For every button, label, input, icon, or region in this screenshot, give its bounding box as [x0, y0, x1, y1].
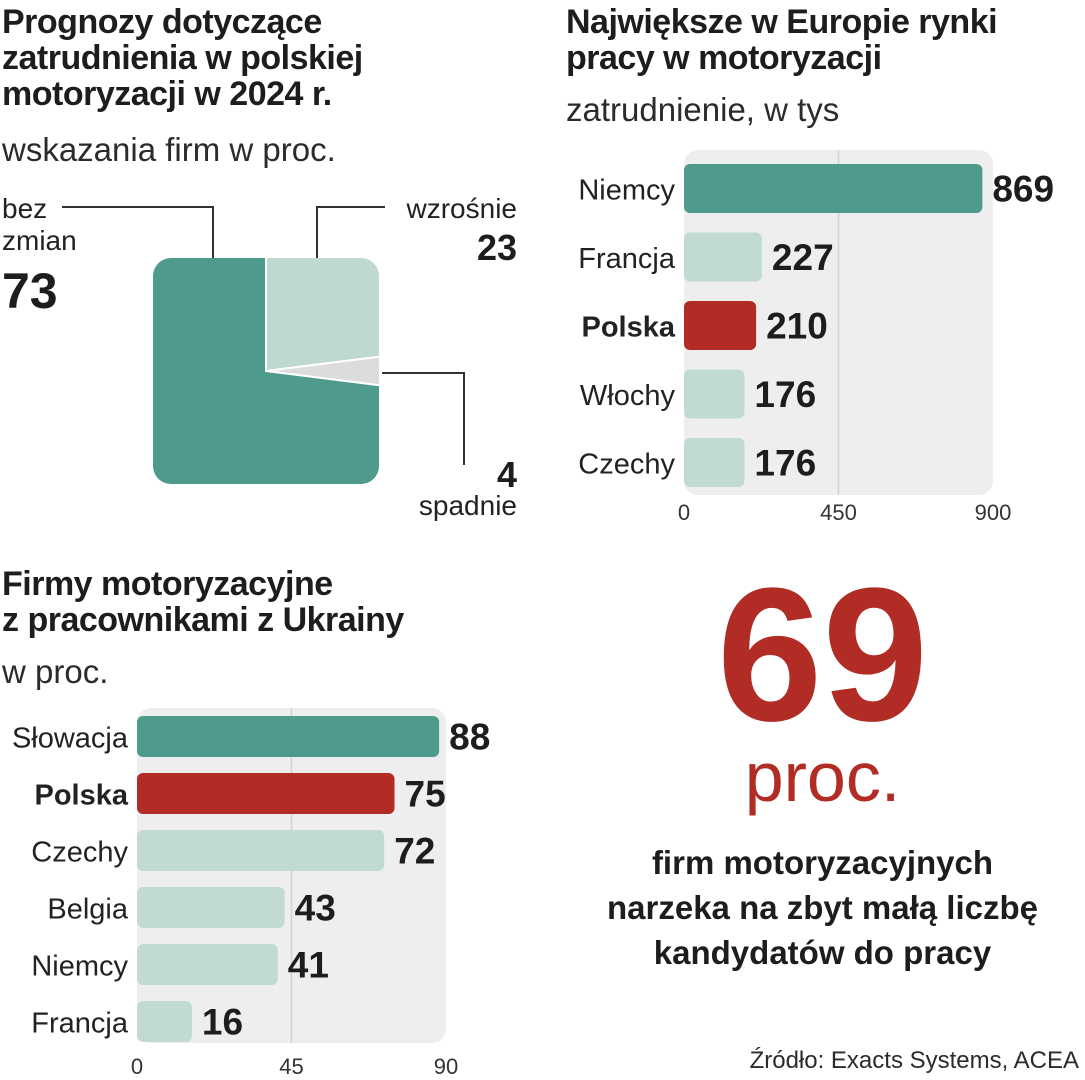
pie-slice-bez-zmian [153, 258, 379, 484]
pie-value-up: 23 [477, 227, 517, 268]
category-label: Belgia [47, 894, 128, 926]
chart3-title: Firmy motoryzacyjne z pracownikami z Ukr… [2, 566, 404, 638]
bar-Francja [684, 232, 762, 282]
chart2-title: Największe w Europie rynki pracy w motor… [566, 3, 998, 77]
highlight-block: 69 proc. [560, 560, 1085, 812]
category-label: Polska [35, 780, 129, 812]
highlight-desc-line-2: narzeka na zbyt małą liczbę [606, 889, 1038, 926]
highlight-desc-line-1: firm motoryzacyjnych [651, 844, 994, 881]
value-label: 16 [202, 1002, 243, 1043]
x-tick-label: 900 [975, 500, 1012, 525]
bar-Słowacja [137, 716, 440, 757]
pie-slice-spadnie [265, 344, 379, 398]
category-label: Francja [31, 1008, 129, 1040]
ukraine-workers-bar-chart: Słowacja 88 Polska 75 Czechy 72 Belgia 43 Niemcy… [12, 708, 490, 1079]
category-label: Niemcy [578, 175, 675, 207]
bar-Czechy [684, 438, 745, 487]
highlight-description: firm motoryzacyjnych narzeka na zbyt mał… [560, 840, 1085, 975]
x-tick-label: 0 [678, 500, 690, 525]
source-note: Źródło: Exacts Systems, ACEA [749, 1047, 1079, 1074]
value-label: 75 [405, 774, 446, 815]
category-label: Włochy [580, 380, 676, 412]
value-label: 210 [766, 306, 828, 347]
value-label: 88 [449, 717, 490, 758]
highlight-unit: proc. [744, 738, 901, 816]
bar-Polska [684, 301, 757, 350]
chart3-title-line-1: Firmy motoryzacyjne [2, 565, 333, 603]
pie-chart: bez zmian 73 wzrośnie 23 4 spadnie [2, 193, 517, 521]
category-label: Czechy [31, 837, 128, 869]
chart2-title-line-2: pracy w motoryzacji [566, 39, 882, 77]
category-label: Niemcy [31, 951, 128, 983]
bar-Niemcy [684, 164, 983, 213]
category-label: Francja [578, 243, 676, 275]
chart2-subtitle: zatrudnienie, w tys [566, 91, 840, 128]
x-tick-label: 90 [434, 1054, 458, 1079]
x-tick-label: 450 [820, 500, 857, 525]
value-label: 72 [394, 831, 435, 872]
pie-label-down: spadnie [419, 490, 517, 521]
leader-line-unchanged [62, 206, 214, 258]
value-label: 43 [295, 888, 336, 929]
x-tick-label: 45 [279, 1054, 303, 1079]
pie-value-down: 4 [497, 454, 517, 495]
category-label: Słowacja [12, 723, 129, 755]
highlight-desc-line-3: kandydatów do pracy [653, 934, 992, 971]
pie-title-line-3: motoryzacji w 2024 r. [2, 75, 332, 113]
chart3-title-line-2: z pracownikami z Ukrainy [2, 601, 404, 639]
pie-slices [153, 258, 379, 484]
bar-Włochy [684, 369, 745, 419]
pie-title-line-1: Prognozy dotyczące [2, 3, 322, 41]
pie-chart-title: Prognozy dotyczące zatrudnienia w polski… [2, 4, 363, 112]
chart3-subtitle: w proc. [2, 653, 109, 690]
pie-slice-wzrośnie [265, 258, 379, 373]
bar-Belgia [137, 887, 285, 928]
leader-line-down [382, 372, 465, 465]
value-label: 41 [288, 945, 329, 986]
value-label: 176 [754, 443, 816, 484]
pie-value-unchanged: 73 [2, 263, 58, 319]
value-label: 176 [754, 374, 816, 415]
bar-Niemcy [137, 944, 278, 985]
chart2-title-line-1: Największe w Europie rynki [566, 3, 998, 41]
category-label: Polska [582, 312, 676, 344]
highlight-number: 69 [716, 549, 929, 761]
pie-chart-subtitle: wskazania firm w proc. [2, 131, 336, 168]
bar-Czechy [137, 830, 385, 871]
bar-Polska [137, 773, 395, 814]
pie-title-line-2: zatrudnienia w polskiej [2, 39, 363, 77]
pie-label-unchanged-line1: bez [2, 193, 47, 224]
leader-line-up [316, 206, 385, 258]
pie-label-up: wzrośnie [406, 193, 517, 224]
pie-label-unchanged-line2: zmian [2, 225, 77, 256]
employment-bar-chart: Niemcy 869 Francja 227 Polska 210 Włochy 176 Cze… [578, 150, 1054, 525]
bar-Francja [137, 1001, 192, 1042]
category-label: Czechy [578, 449, 675, 481]
x-tick-label: 0 [131, 1054, 143, 1079]
value-label: 869 [992, 169, 1054, 210]
value-label: 227 [772, 237, 834, 278]
